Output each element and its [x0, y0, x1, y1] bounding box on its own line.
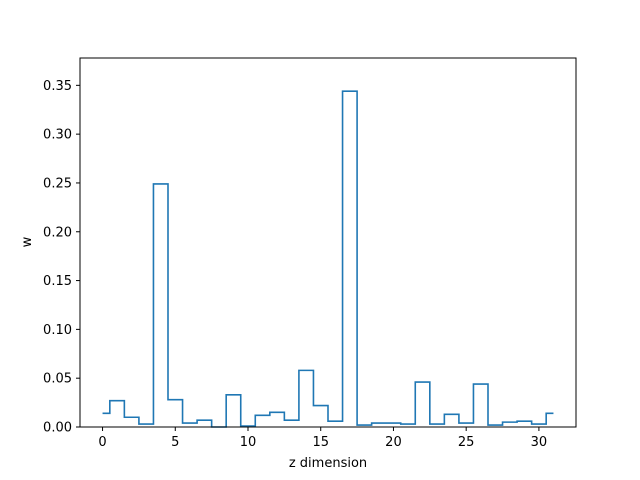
x-axis-ticks: 0 5 10 15 20 25 30 — [98, 427, 547, 450]
y-axis-ticks: 0.00 0.05 0.10 0.15 0.20 0.25 0.30 0.35 — [43, 79, 80, 436]
x-tick-label: 30 — [531, 435, 548, 450]
plot-frame — [79, 57, 577, 428]
y-tick-label: 0.30 — [43, 128, 72, 143]
series-step-line — [102, 90, 554, 428]
series-layer — [102, 90, 554, 428]
y-tick-label: 0.25 — [43, 176, 72, 191]
y-tick-label: 0.05 — [43, 372, 72, 387]
y-tick-label: 0.10 — [43, 323, 72, 338]
y-tick-label: 0.20 — [43, 225, 72, 240]
x-tick-label: 25 — [458, 435, 475, 450]
x-tick-label: 15 — [312, 435, 329, 450]
y-axis-label: w — [20, 236, 35, 247]
y-tick-label: 0.00 — [43, 421, 72, 436]
x-tick-label: 20 — [385, 435, 402, 450]
x-tick-label: 0 — [98, 435, 106, 450]
x-tick-label: 10 — [240, 435, 257, 450]
y-tick-label: 0.15 — [43, 274, 72, 289]
y-tick-label: 0.35 — [43, 79, 72, 94]
x-tick-label: 5 — [171, 435, 179, 450]
x-axis-label: z dimension — [289, 456, 367, 471]
